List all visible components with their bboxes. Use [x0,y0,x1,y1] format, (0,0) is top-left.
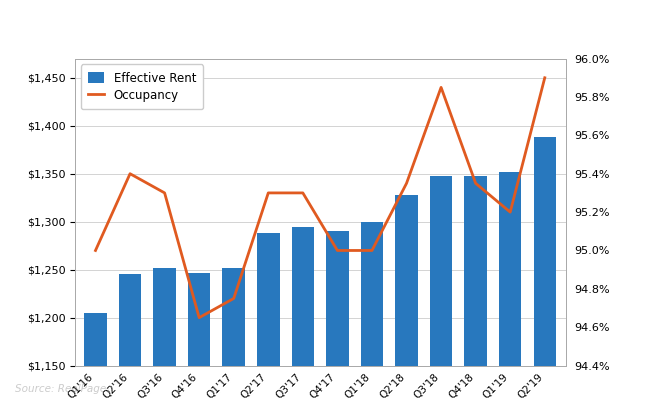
Bar [292,227,314,404]
Bar [395,195,418,404]
Bar [257,233,280,404]
Bar [119,274,141,404]
Bar [84,313,107,404]
Bar [430,176,452,404]
Bar [361,222,384,404]
Bar [222,268,245,404]
Bar [188,273,211,404]
Bar [499,172,521,404]
Text: Rental Rates vs. Occupancy Rates: Rental Rates vs. Occupancy Rates [153,64,497,82]
Bar [326,231,348,404]
Bar [464,176,487,404]
Bar [153,268,176,404]
Legend: Effective Rent, Occupancy: Effective Rent, Occupancy [81,65,203,109]
Bar [534,137,556,404]
Text: Source: RealPage: Source: RealPage [15,384,106,394]
